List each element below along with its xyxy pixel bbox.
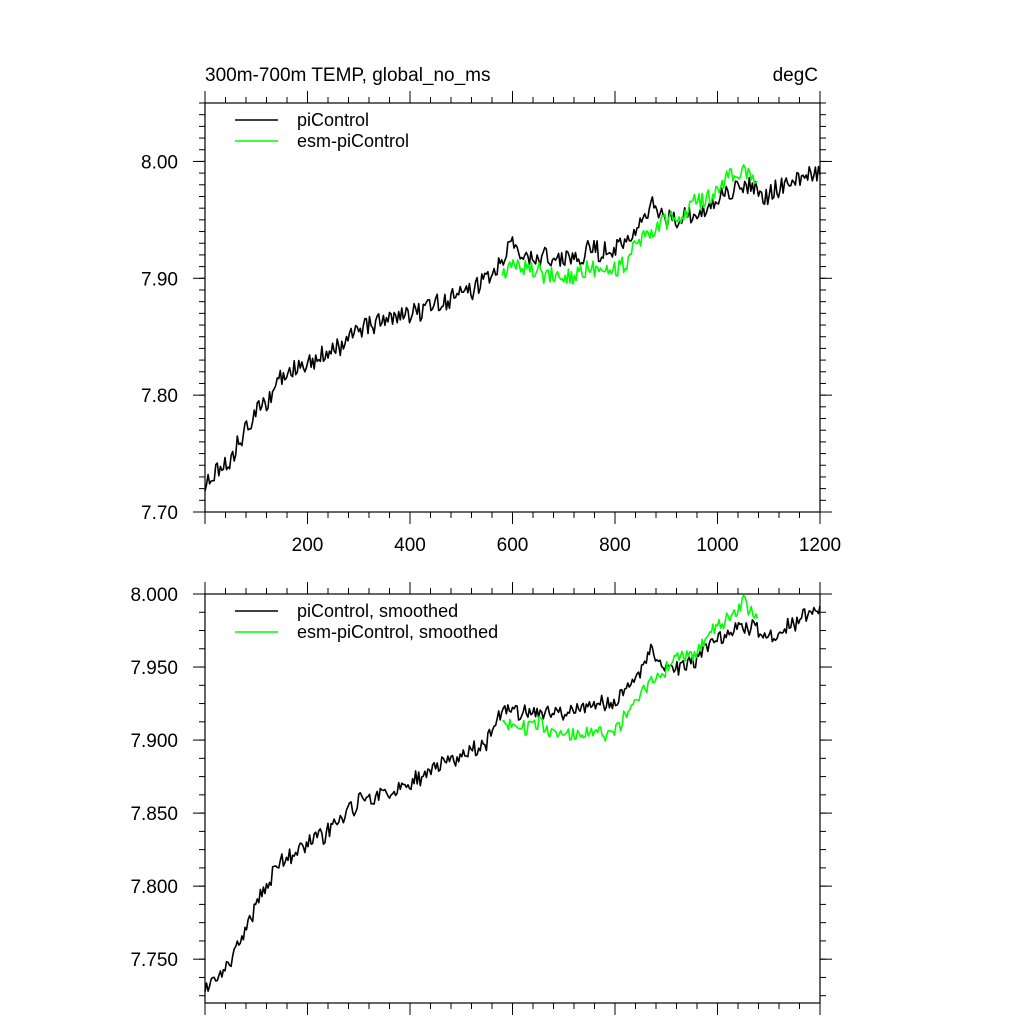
series-line-1 — [501, 594, 759, 742]
y-tick-label: 7.90 — [141, 269, 178, 290]
y-tick-label: 7.850 — [130, 804, 178, 825]
y-tick-label: 8.00 — [141, 152, 178, 173]
y-tick-label: 7.900 — [130, 731, 178, 752]
units-label: degC — [773, 65, 818, 86]
x-tick-label: 200 — [292, 535, 324, 556]
x-tick-label: 600 — [497, 535, 529, 556]
series-line-0 — [204, 165, 821, 492]
legend-label: esm-piControl, smoothed — [297, 622, 498, 642]
x-tick-label: 400 — [394, 535, 426, 556]
chart-title: 300m-700m TEMP, global_no_ms — [205, 65, 491, 86]
legend-label: piControl, smoothed — [297, 601, 458, 621]
x-tick-label: 1000 — [696, 535, 738, 556]
y-tick-label: 7.950 — [130, 658, 178, 679]
y-tick-label: 7.80 — [141, 386, 178, 407]
x-tick-label: 1200 — [799, 535, 841, 556]
series-line-0 — [204, 605, 821, 992]
y-tick-label: 7.750 — [130, 950, 178, 971]
plot-frame — [204, 593, 821, 1004]
y-tick-label: 8.000 — [130, 585, 178, 606]
bottom-panel: 7.750 7.800 7.850 7.900 7.950 8.000 piControl,… — [130, 582, 832, 1015]
series-line-1 — [501, 164, 758, 285]
plot-frame — [204, 102, 821, 513]
y-tick-label: 7.70 — [141, 503, 178, 524]
legend-label: esm-piControl — [297, 131, 409, 151]
legend-label: piControl — [297, 110, 369, 130]
x-tick-label: 800 — [599, 535, 631, 556]
y-tick-label: 7.800 — [130, 877, 178, 898]
top-panel: 200 400 600 800 1000 1200 7.70 7.80 7.90 8.00 300m… — [141, 65, 841, 556]
